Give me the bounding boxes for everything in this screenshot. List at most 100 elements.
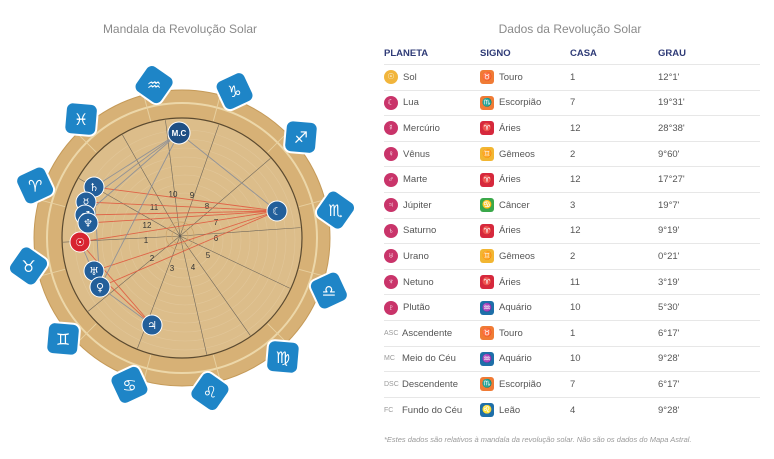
house-cell: 10 bbox=[570, 294, 658, 321]
table-header-row: PLANETA SIGNO CASA GRAU bbox=[384, 47, 760, 65]
aspect-line bbox=[84, 210, 278, 216]
degree-cell: 6°17' bbox=[658, 319, 760, 347]
table-row: ♀ Vênus ♊ Gêmeos 2 9°60' bbox=[384, 140, 760, 167]
aspect-line bbox=[84, 132, 180, 216]
point-abbreviation: DSC bbox=[384, 380, 399, 388]
house-cell: 7 bbox=[570, 89, 658, 116]
aries-icon-badge bbox=[15, 165, 56, 206]
libra-icon: ♎ bbox=[322, 282, 336, 301]
degree-cell: 9°19' bbox=[658, 217, 760, 244]
house-number: 4 bbox=[191, 263, 196, 272]
jupiter-icon: ♃ bbox=[147, 319, 157, 332]
mercury-icon: ☿ bbox=[83, 196, 90, 209]
aries-icon: ♈ bbox=[28, 176, 42, 195]
aspect-line bbox=[93, 210, 278, 272]
saturn-icon: ♄ bbox=[384, 223, 398, 238]
solar-return-table: PLANETA SIGNO CASA GRAU ☉ Sol ♉ Touro 1 12°1'… bbox=[384, 47, 760, 423]
sign-name: Áries bbox=[499, 122, 521, 134]
planet-name: Plutão bbox=[403, 302, 430, 314]
house-number: 8 bbox=[205, 202, 210, 211]
wood-grain bbox=[110, 165, 260, 315]
pisces-icon-badge bbox=[63, 101, 99, 137]
outer-ring-line bbox=[46, 102, 318, 374]
house-cusp-line bbox=[179, 235, 208, 355]
wood-grain bbox=[155, 210, 215, 270]
planet-cell: ♃ Júpiter bbox=[384, 191, 480, 219]
planet-cell: ♆ Netuno bbox=[384, 268, 480, 295]
sign-name: Gêmeos bbox=[499, 148, 535, 160]
sign-cell: ♉ Touro bbox=[480, 64, 570, 91]
sign-name: Câncer bbox=[499, 199, 530, 211]
house-cell: 1 bbox=[570, 319, 658, 347]
sign-cell: ♋ Câncer bbox=[480, 191, 570, 219]
degree-cell: 6°17' bbox=[658, 371, 760, 398]
jupiter-icon: ♃ bbox=[384, 198, 398, 213]
sign-cell: ♌ Leão bbox=[480, 396, 570, 423]
pluto-icon: ♇ bbox=[384, 300, 398, 315]
jupiter-icon-badge bbox=[141, 314, 163, 336]
table-row: FC Fundo do Céu ♌ Leão 4 9°28' bbox=[384, 396, 760, 423]
header-casa: CASA bbox=[570, 47, 597, 59]
degree-cell: 28°38' bbox=[658, 115, 760, 142]
planet-name: Meio do Céu bbox=[402, 353, 456, 365]
moon-icon-badge bbox=[266, 200, 288, 222]
planet-name: Saturno bbox=[403, 225, 437, 237]
sign-cell: ♊ Gêmeos bbox=[480, 140, 570, 167]
planet-name: Vênus bbox=[403, 148, 430, 160]
gemini-icon: ♊ bbox=[480, 249, 494, 264]
planet-cell: ☿ Mercúrio bbox=[384, 115, 480, 142]
pisces-icon: ♓ bbox=[74, 110, 88, 129]
house-cell: 3 bbox=[570, 191, 658, 219]
table-row: ♂ Marte ♈ Áries 12 17°27' bbox=[384, 166, 760, 193]
leo-icon: ♌ bbox=[480, 403, 494, 418]
libra-icon-badge bbox=[308, 270, 349, 311]
house-cusp-line bbox=[179, 124, 220, 237]
house-number: 12 bbox=[143, 221, 152, 230]
moon-icon: ☾ bbox=[384, 95, 398, 110]
point-abbreviation: ASC bbox=[384, 329, 399, 337]
inner-disc bbox=[61, 117, 303, 359]
aquarius-icon: ♒ bbox=[480, 300, 494, 315]
house-number: 5 bbox=[206, 251, 211, 260]
wheel-title: Mandala da Revolução Solar bbox=[102, 22, 258, 36]
planet-name: Urano bbox=[403, 250, 429, 262]
planet-cell: ♅ Urano bbox=[384, 243, 480, 270]
house-number: 7 bbox=[214, 218, 219, 227]
planet-name: Netuno bbox=[403, 276, 434, 288]
planet-cell: ♂ Marte bbox=[384, 166, 480, 193]
sign-cell: ♈ Áries bbox=[480, 217, 570, 244]
scorpio-icon: ♏ bbox=[480, 377, 494, 392]
sagittarius-icon: ♐ bbox=[294, 128, 308, 147]
degree-cell: 19°7' bbox=[658, 191, 760, 219]
moon-icon: ☾ bbox=[272, 205, 282, 218]
taurus-icon: ♉ bbox=[480, 326, 494, 341]
gemini-icon: ♊ bbox=[56, 330, 70, 349]
table-row: ☿ Mercúrio ♈ Áries 12 28°38' bbox=[384, 115, 760, 142]
neptune-icon: ♆ bbox=[384, 275, 398, 290]
center-rosette bbox=[165, 221, 195, 251]
house-number: 3 bbox=[170, 264, 175, 273]
aspect-line bbox=[99, 286, 153, 326]
point-abbreviation: MC bbox=[384, 355, 395, 363]
aquarius-icon: ♒ bbox=[147, 76, 161, 95]
degree-cell: 0°21' bbox=[658, 243, 760, 270]
cancer-icon: ♋ bbox=[480, 198, 494, 213]
mars-icon: ♂ bbox=[384, 172, 398, 187]
house-cell: 10 bbox=[570, 345, 658, 372]
taurus-icon: ♉ bbox=[480, 70, 494, 85]
sign-name: Escorpião bbox=[499, 378, 542, 390]
aspect-line bbox=[85, 201, 278, 212]
wood-grain bbox=[146, 201, 224, 279]
planet-cell: FC Fundo do Céu bbox=[384, 396, 480, 423]
house-cell: 11 bbox=[570, 268, 658, 295]
house-cell: 7 bbox=[570, 371, 658, 398]
sign-cell: ♒ Aquário bbox=[480, 345, 570, 372]
sign-divider bbox=[267, 133, 287, 153]
saturn-icon: ♄ bbox=[89, 181, 99, 194]
planet-cell: ☉ Sol bbox=[384, 64, 480, 91]
house-cell: 12 bbox=[570, 217, 658, 244]
aries-icon: ♈ bbox=[480, 275, 494, 290]
table-row: MC Meio do Céu ♒ Aquário 10 9°28' bbox=[384, 345, 760, 372]
planet-name: Sol bbox=[403, 71, 417, 83]
